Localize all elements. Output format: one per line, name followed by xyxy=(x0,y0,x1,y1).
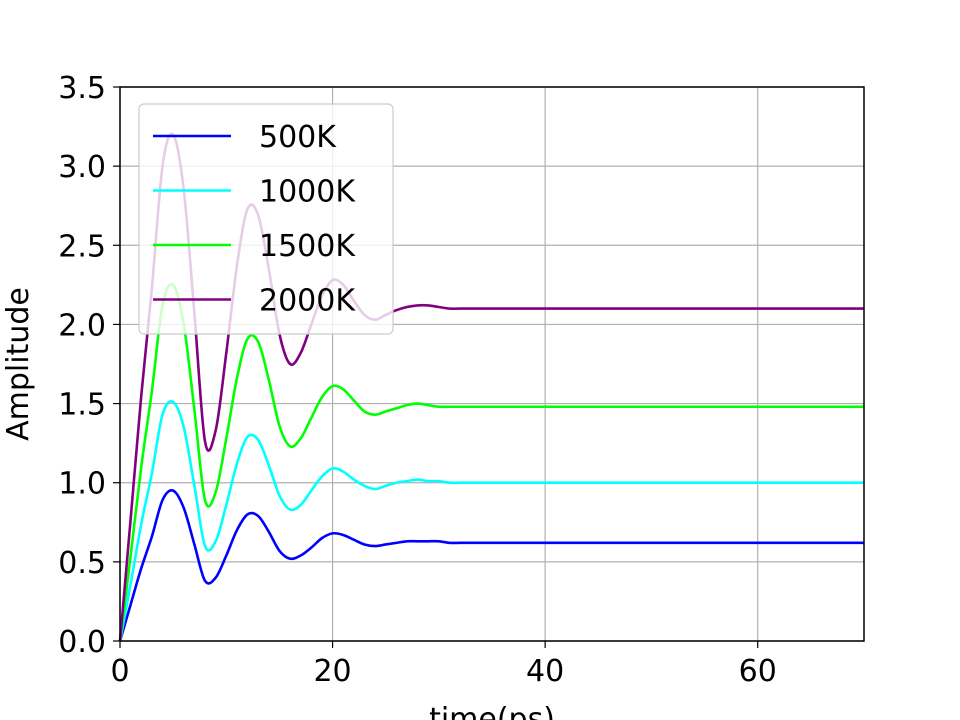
legend-label: 500K xyxy=(259,120,337,155)
y-axis-label: Amplitude xyxy=(1,287,36,441)
series-line-1500K xyxy=(118,282,864,642)
legend-label: 1000K xyxy=(259,175,356,210)
x-axis-label: time(ps) xyxy=(429,702,555,720)
plot-frame xyxy=(119,86,865,642)
y-tick-label: 2.5 xyxy=(58,229,106,264)
y-tick-label: 2.0 xyxy=(58,308,106,343)
x-tick-label: 40 xyxy=(526,654,564,689)
series-line-500K xyxy=(118,489,864,642)
y-tick-label: 1.5 xyxy=(58,388,106,423)
y-axis: 0.0 0.5 1.0 1.5 2.0 2.5 3.0 3.5 xyxy=(58,71,120,660)
legend-box xyxy=(138,103,394,335)
x-axis: 0 20 40 60 xyxy=(110,641,777,689)
legend-label: 1500K xyxy=(259,229,356,264)
x-tick-label: 20 xyxy=(313,654,351,689)
y-tick-label: 3.0 xyxy=(58,150,106,185)
legend: 500K 1000K 1500K 2000K xyxy=(138,103,394,335)
y-tick-label: 3.5 xyxy=(58,71,106,106)
y-tick-label: 1.0 xyxy=(58,467,106,502)
series-line-1000K xyxy=(118,400,864,642)
x-tick-label: 0 xyxy=(110,654,129,689)
y-tick-label: 0.0 xyxy=(58,625,106,660)
y-tick-label: 0.5 xyxy=(58,546,106,581)
x-tick-label: 60 xyxy=(739,654,777,689)
legend-label: 2000K xyxy=(259,284,356,319)
